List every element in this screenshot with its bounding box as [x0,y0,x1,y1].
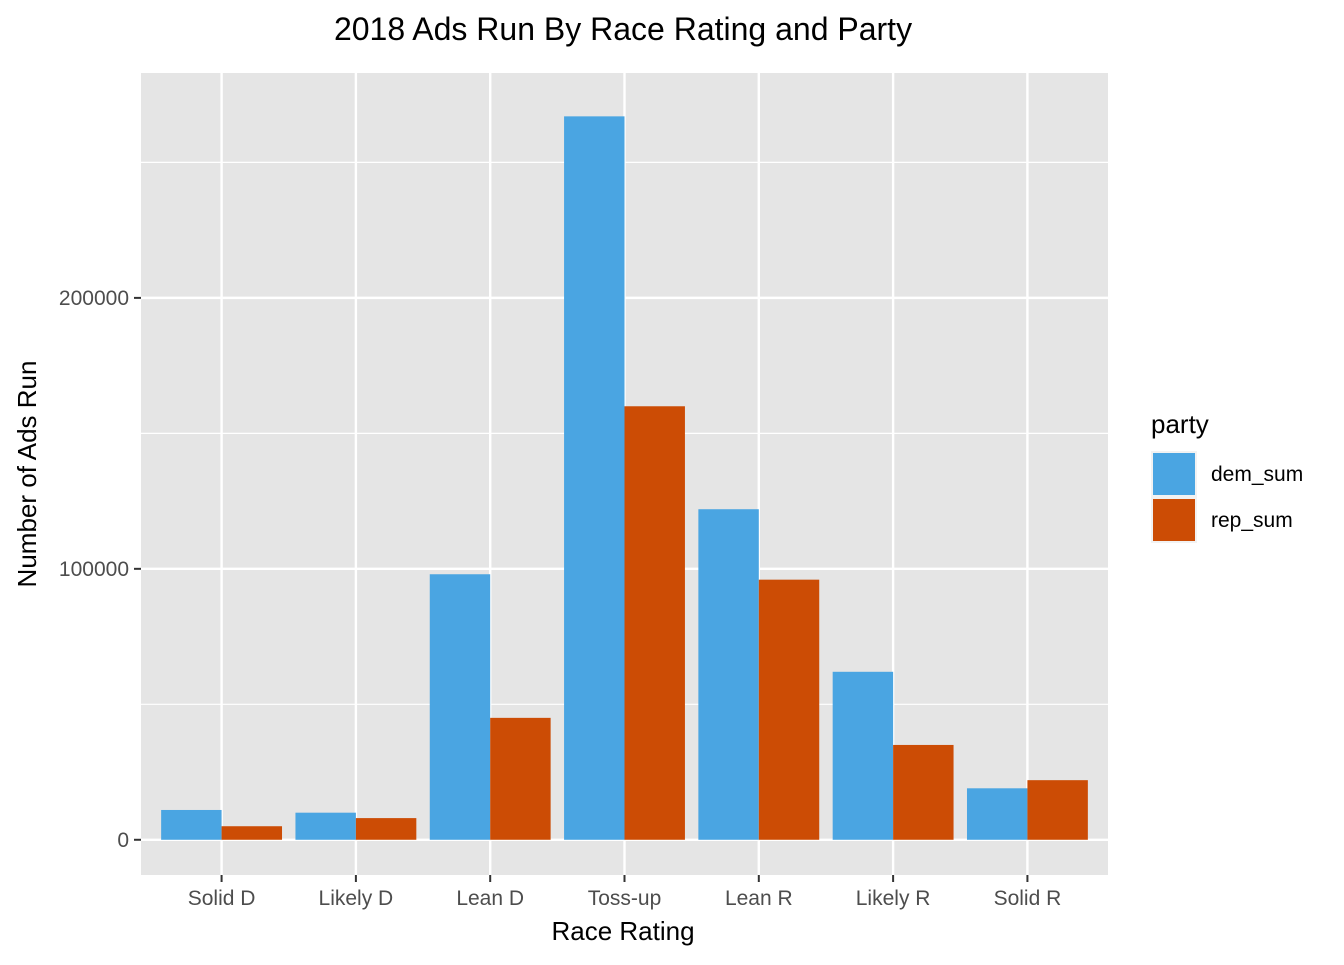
y-axis-title: Number of Ads Run [12,361,42,588]
legend-title: party [1151,409,1209,439]
legend-swatch-rep_sum [1153,499,1195,541]
legend: party dem_sum rep_sum [1151,409,1303,543]
x-tick-label: Solid D [188,887,256,910]
legend-label-dem_sum: dem_sum [1211,463,1303,486]
x-tick-label: Lean R [725,887,793,910]
chart-title: 2018 Ads Run By Race Rating and Party [334,11,912,47]
bar-dem_sum-solid-d [161,809,222,840]
x-axis-title: Race Rating [551,916,694,946]
bar-dem_sum-lean-r [698,509,759,840]
bar-rep_sum-lean-d [490,717,551,840]
legend-swatch-dem_sum [1153,453,1195,495]
bar-dem_sum-lean-d [429,574,491,840]
bar-dem_sum-likely-d [295,812,356,840]
x-tick-label: Lean D [456,887,524,910]
bar-dem_sum-toss-up [564,116,625,840]
bars [161,116,1088,840]
bar-rep_sum-likely-d [355,818,417,840]
legend-label-rep_sum: rep_sum [1211,509,1293,532]
bar-rep_sum-likely-r [893,744,954,840]
y-axis: 0 100000 200000 [59,287,141,852]
x-tick-label: Toss-up [588,887,662,910]
x-tick-label: Likely D [319,887,394,910]
bar-rep_sum-solid-r [1027,780,1088,840]
y-tick-label: 0 [117,829,129,852]
y-tick-label: 200000 [59,287,129,310]
bar-rep_sum-toss-up [624,406,685,840]
y-tick-label: 100000 [59,558,129,581]
bar-dem_sum-likely-r [832,671,894,840]
x-axis: Solid D Likely D Lean D Toss-up Lean R Likely… [188,875,1062,910]
bar-rep_sum-solid-d [221,826,283,840]
x-tick-label: Likely R [856,887,931,910]
x-tick-label: Solid R [994,887,1062,910]
legend-items: dem_sum rep_sum [1151,451,1303,543]
bar-rep_sum-lean-r [758,579,820,840]
bar-dem_sum-solid-r [966,788,1028,840]
